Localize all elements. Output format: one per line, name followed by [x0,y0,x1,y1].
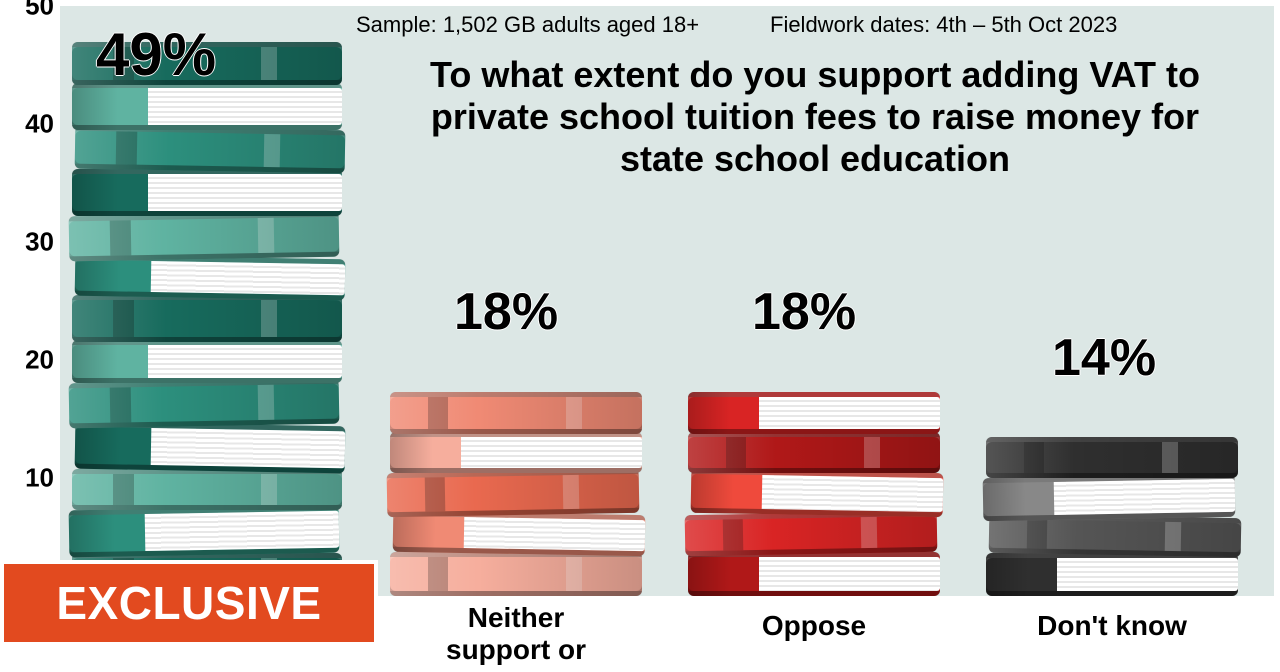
book-icon [75,254,346,300]
y-axis-tick: 10 [4,463,54,494]
book-icon [69,379,340,429]
book-icon [390,432,642,473]
y-axis-tick: 30 [4,227,54,258]
book-icon [75,422,346,474]
book-pages [759,557,940,591]
bar-value-support: 49% [96,20,216,89]
bar-dontknow [986,6,1238,596]
book-icon [387,469,640,518]
book-icon [75,125,346,173]
book-icon [72,83,342,130]
book-icon [69,506,340,558]
book-icon [72,340,342,383]
book-icon [688,392,940,434]
book-pages [145,511,340,551]
book-icon [986,437,1238,478]
y-axis: 1020304050 [4,6,54,596]
y-axis-tick: 20 [4,345,54,376]
book-pages [464,517,646,551]
book-pages [151,428,346,468]
bar-support [72,6,342,596]
book-pages [151,261,346,295]
book-icon [69,211,340,261]
bar-value-oppose: 18% [752,282,856,342]
book-icon [390,392,642,434]
book-pages [759,397,940,429]
y-axis-tick: 50 [4,0,54,22]
book-pages [461,437,642,468]
book-icon [986,553,1238,596]
book-icon [688,552,940,596]
book-pages [148,174,342,211]
book-pages [762,475,944,512]
exclusive-badge: EXCLUSIVE [0,560,378,646]
book-icon [72,169,342,216]
book-icon [72,469,342,510]
book-pages [148,345,342,378]
book-icon [688,432,940,473]
category-label: Oppose [688,610,940,642]
book-pages [1057,558,1238,591]
book-icon [390,552,642,596]
book-pages [1054,478,1236,514]
category-label: Neither support or [390,602,642,666]
book-icon [983,473,1236,520]
y-axis-tick: 40 [4,109,54,140]
book-icon [989,514,1242,557]
bar-value-dontknow: 14% [1052,328,1156,388]
bar-value-neither: 18% [454,282,558,342]
infographic-stage: 1020304050Sample: 1,502 GB adults aged 1… [0,0,1280,672]
book-icon [691,469,944,518]
book-icon [685,511,938,556]
book-pages [148,88,342,125]
book-icon [393,511,646,556]
category-label: Don't know [986,610,1238,642]
exclusive-text: EXCLUSIVE [56,576,321,630]
book-icon [72,295,342,342]
